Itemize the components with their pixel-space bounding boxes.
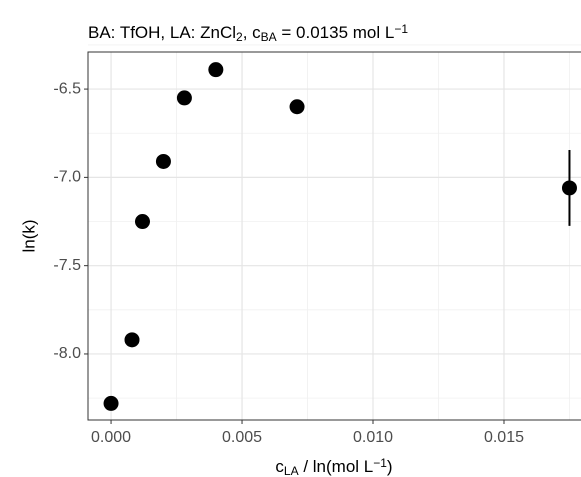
point [124,332,140,348]
point [176,90,192,106]
x-tick-label: 0.015 [484,429,524,446]
y-axis-label: ln(k) [19,219,38,252]
text-part: / ln(mol L [299,457,374,476]
text-part: −1 [373,456,387,470]
text-part: BA [261,30,277,44]
x-axis-label: cLA / ln(mol L−1) [275,456,392,477]
chart-title: BA: TfOH, LA: ZnCl2, cBA = 0.0135 mol L−… [88,22,408,44]
text-part: ) [387,457,393,476]
x-tick-label: 0.005 [222,429,262,446]
point [561,180,577,196]
point [208,62,224,78]
point [134,214,150,230]
text-part: = 0.0135 mol L [277,23,395,42]
text-part: LA [284,464,299,477]
point [103,395,119,411]
y-tick-label: -6.5 [53,80,81,97]
panel-border [87,51,581,421]
x-tick-label: 0.010 [353,429,393,446]
y-tick-label: -7.5 [53,257,81,274]
text-part: BA: TfOH, LA: ZnCl [88,23,236,42]
point [155,153,171,169]
text-part: c [275,457,284,476]
text-part: 2 [236,30,243,44]
point [289,99,305,115]
y-tick-label: -8.0 [53,345,81,362]
x-tick-label: 0.000 [91,429,131,446]
text-part: −1 [394,22,408,36]
text-part: , c [243,23,261,42]
y-tick-label: -7.0 [53,169,81,186]
